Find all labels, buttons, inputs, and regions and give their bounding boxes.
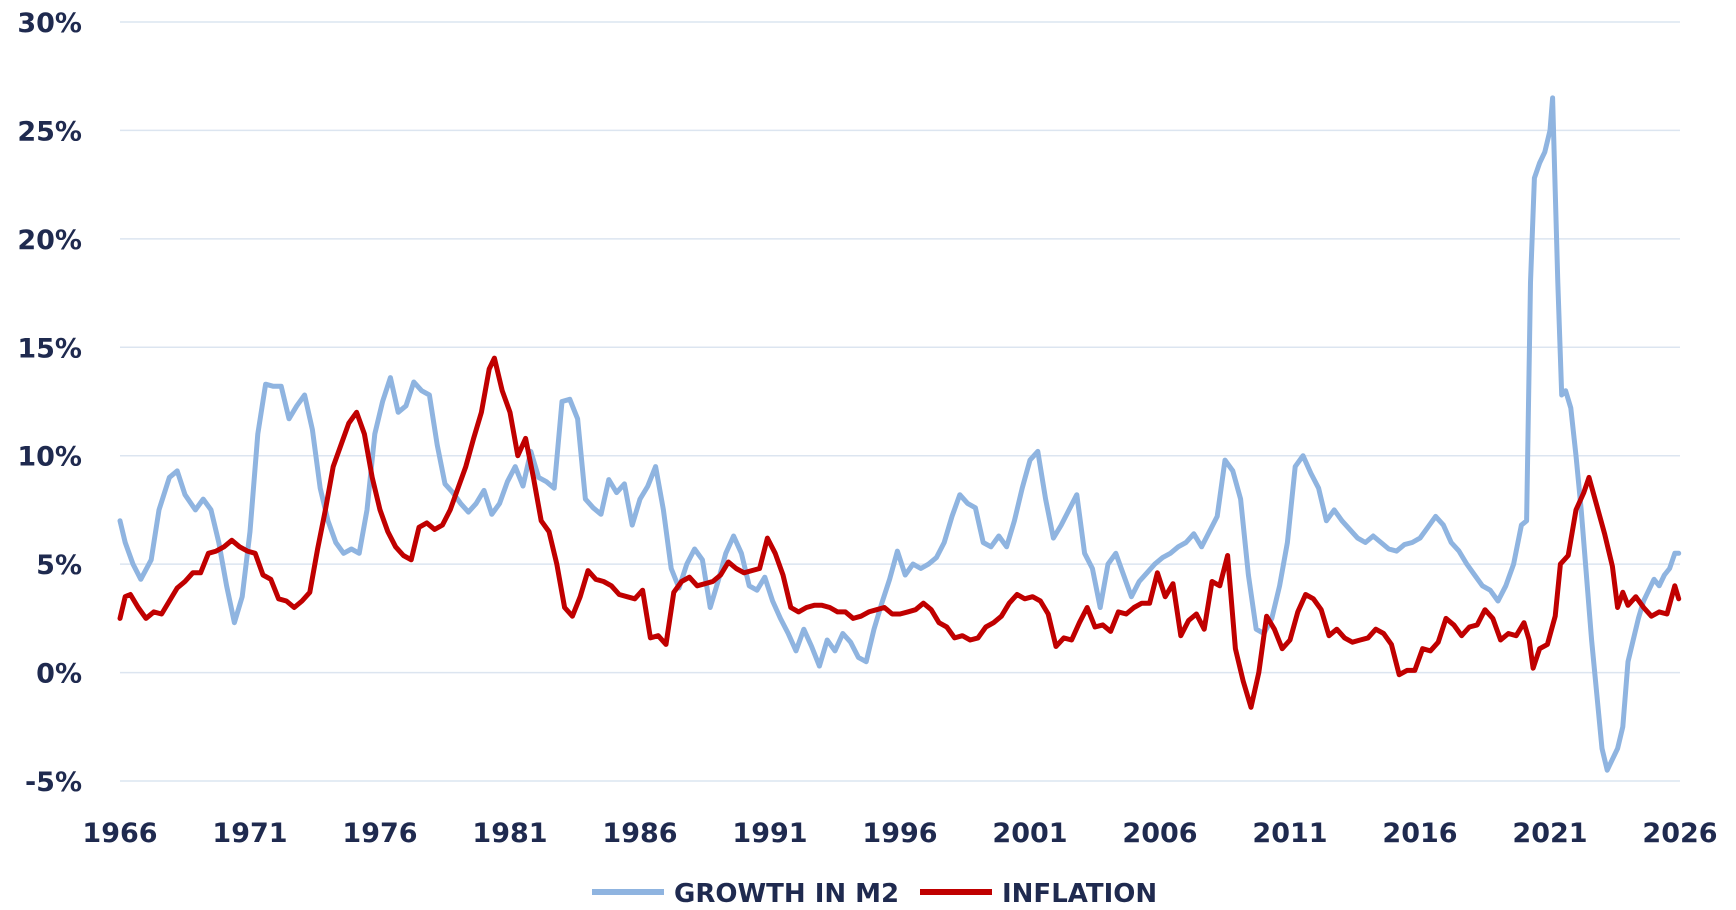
series-layer bbox=[117, 95, 1682, 773]
y-tick-label: 0% bbox=[36, 659, 82, 690]
y-tick-label: 10% bbox=[17, 442, 82, 473]
gridlines bbox=[120, 21, 1680, 782]
x-tick-label: 1976 bbox=[342, 818, 417, 849]
legend-label-m2: GROWTH IN M2 bbox=[674, 879, 899, 909]
x-tick-label: 2006 bbox=[1122, 818, 1197, 849]
legend-label-inflation: INFLATION bbox=[1002, 879, 1157, 909]
y-tick-label: -5% bbox=[25, 767, 82, 798]
x-axis-ticks: 1966 1971 1976 1981 1986 1991 1996 2001 2006 2011… bbox=[82, 818, 1717, 849]
x-tick-label: 1996 bbox=[862, 818, 937, 849]
x-tick-label: 2021 bbox=[1512, 818, 1587, 849]
x-tick-label: 1991 bbox=[732, 818, 807, 849]
y-tick-label: 25% bbox=[17, 116, 82, 147]
y-tick-label: 20% bbox=[17, 225, 82, 256]
x-tick-label: 1971 bbox=[212, 818, 287, 849]
series-line-growth-in-m2 bbox=[117, 95, 1682, 773]
x-tick-label: 1986 bbox=[602, 818, 677, 849]
x-tick-label: 2016 bbox=[1382, 818, 1457, 849]
x-tick-label: 2011 bbox=[1252, 818, 1327, 849]
x-tick-label: 2026 bbox=[1642, 818, 1717, 849]
y-tick-label: 15% bbox=[17, 333, 82, 364]
y-tick-label: 30% bbox=[17, 8, 82, 39]
y-axis-ticks: -5% 0% 5% 10% 15% 20% 25% 30% bbox=[17, 8, 82, 798]
series-line-inflation bbox=[117, 355, 1682, 710]
x-tick-label: 1981 bbox=[472, 818, 547, 849]
x-tick-label: 1966 bbox=[82, 818, 157, 849]
y-tick-label: 5% bbox=[36, 550, 82, 581]
x-tick-label: 2001 bbox=[992, 818, 1067, 849]
legend: GROWTH IN M2 INFLATION bbox=[592, 879, 1157, 909]
